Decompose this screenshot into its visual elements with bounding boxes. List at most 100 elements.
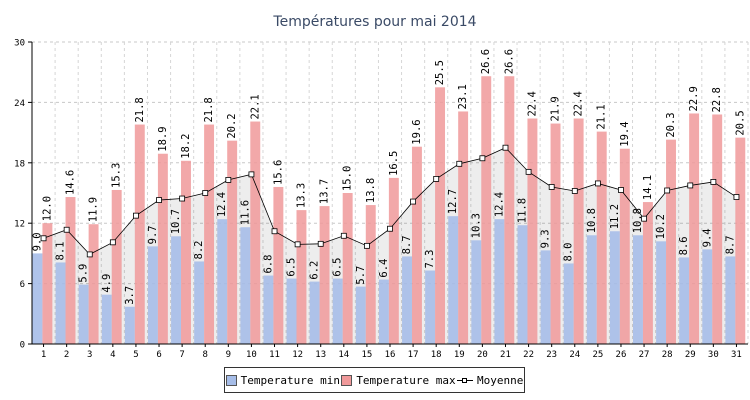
label-max-4: 15.3 — [111, 163, 123, 188]
average-point-3 — [86, 251, 93, 258]
bar-min-9 — [217, 219, 228, 344]
bar-max-15 — [365, 205, 376, 344]
bar-min-22 — [517, 225, 528, 344]
bar-min-29 — [679, 257, 690, 344]
bar-min-6 — [147, 246, 158, 344]
legend-item-min: Temperature min — [225, 373, 340, 387]
label-max-5: 21.8 — [134, 97, 146, 122]
label-min-27: 10.8 — [632, 208, 644, 233]
bar-max-13 — [319, 206, 330, 344]
label-max-24: 22.4 — [573, 91, 585, 116]
bar-min-21 — [494, 219, 505, 344]
bar-max-8 — [204, 124, 215, 345]
label-min-14: 6.5 — [332, 258, 344, 277]
bar-max-30 — [712, 114, 723, 344]
label-min-15: 5.7 — [355, 266, 367, 285]
bar-max-22 — [527, 118, 538, 344]
label-max-18: 25.5 — [434, 60, 446, 85]
label-min-19: 12.7 — [447, 189, 459, 214]
x-tick-label-2: 2 — [64, 350, 69, 360]
average-point-27 — [641, 215, 647, 222]
x-tick-label-14: 14 — [338, 350, 349, 360]
bar-max-3 — [88, 224, 99, 344]
y-tick-label: 18 — [14, 159, 25, 169]
label-max-21: 26.6 — [503, 49, 515, 74]
label-max-1: 12.0 — [41, 196, 53, 221]
bar-min-18 — [425, 270, 436, 344]
label-min-22: 11.8 — [516, 198, 528, 223]
legend-label-min: Temperature min — [240, 373, 340, 387]
bar-min-13 — [309, 281, 320, 344]
bar-max-12 — [296, 210, 307, 344]
average-point-22 — [525, 168, 532, 175]
bar-min-31 — [725, 256, 736, 344]
x-tick-label-4: 4 — [110, 350, 115, 360]
bar-min-15 — [355, 286, 366, 344]
bar-max-18 — [435, 87, 446, 345]
x-tick-label-1: 1 — [41, 350, 46, 360]
bar-max-9 — [227, 140, 238, 344]
bar-min-26 — [609, 231, 620, 344]
x-tick-label-31: 31 — [731, 350, 742, 360]
legend-swatch-average — [456, 375, 473, 386]
label-max-13: 13.7 — [319, 179, 331, 204]
x-tick-label-11: 11 — [269, 350, 280, 360]
x-tick-label-30: 30 — [708, 350, 719, 360]
bar-min-3 — [78, 284, 89, 344]
x-tick-label-5: 5 — [133, 350, 138, 360]
average-point-14 — [340, 232, 347, 239]
label-min-20: 10.3 — [470, 213, 482, 238]
label-max-3: 11.9 — [88, 197, 100, 222]
x-tick-label-20: 20 — [477, 350, 488, 360]
label-min-4: 4.9 — [101, 274, 113, 293]
x-tick-label-24: 24 — [569, 350, 580, 360]
bar-max-17 — [411, 146, 422, 344]
bar-min-30 — [702, 249, 713, 344]
bar-max-5 — [134, 124, 145, 345]
x-tick-label-7: 7 — [179, 350, 184, 360]
x-tick-label-6: 6 — [156, 350, 161, 360]
bar-max-10 — [250, 121, 261, 344]
bar-min-27 — [633, 235, 643, 344]
average-point-24 — [571, 188, 578, 194]
label-min-21: 12.4 — [493, 192, 505, 217]
x-tick-label-18: 18 — [431, 350, 442, 360]
x-tick-label-3: 3 — [87, 350, 92, 360]
label-max-28: 20.3 — [665, 112, 677, 137]
label-min-1: 9.0 — [31, 232, 43, 251]
label-max-22: 22.4 — [526, 91, 538, 116]
label-min-16: 6.4 — [378, 259, 390, 278]
average-point-23 — [548, 184, 555, 190]
bar-max-27 — [642, 202, 653, 344]
average-point-4 — [109, 239, 116, 246]
label-max-17: 19.6 — [411, 119, 423, 144]
label-max-19: 23.1 — [457, 84, 469, 109]
label-min-8: 8.2 — [193, 240, 205, 259]
bar-max-19 — [458, 111, 469, 345]
bar-min-16 — [378, 279, 389, 344]
average-point-6 — [156, 197, 162, 203]
bar-min-14 — [332, 278, 343, 344]
x-tick-label-10: 10 — [246, 350, 257, 360]
legend-label-average: Moyenne — [476, 373, 524, 387]
bar-max-26 — [619, 148, 630, 344]
bar-max-21 — [504, 76, 515, 344]
average-point-31 — [733, 194, 740, 200]
x-tick-label-9: 9 — [226, 350, 231, 360]
y-tick-label: 30 — [14, 39, 25, 49]
average-point-7 — [179, 195, 186, 202]
average-point-10 — [248, 171, 255, 178]
label-min-10: 11.6 — [239, 200, 251, 225]
bar-max-29 — [689, 113, 700, 345]
x-tick-label-19: 19 — [454, 350, 465, 360]
x-tick-label-16: 16 — [385, 350, 396, 360]
bar-max-11 — [273, 186, 284, 344]
label-min-11: 6.8 — [262, 255, 274, 274]
x-tick-label-25: 25 — [592, 350, 603, 360]
label-min-7: 10.7 — [170, 209, 182, 234]
legend-label-max: Temperature max — [356, 373, 456, 387]
label-max-11: 15.6 — [272, 160, 284, 185]
label-max-15: 13.8 — [365, 178, 377, 203]
bar-min-10 — [240, 227, 251, 344]
x-tick-label-13: 13 — [315, 350, 326, 360]
